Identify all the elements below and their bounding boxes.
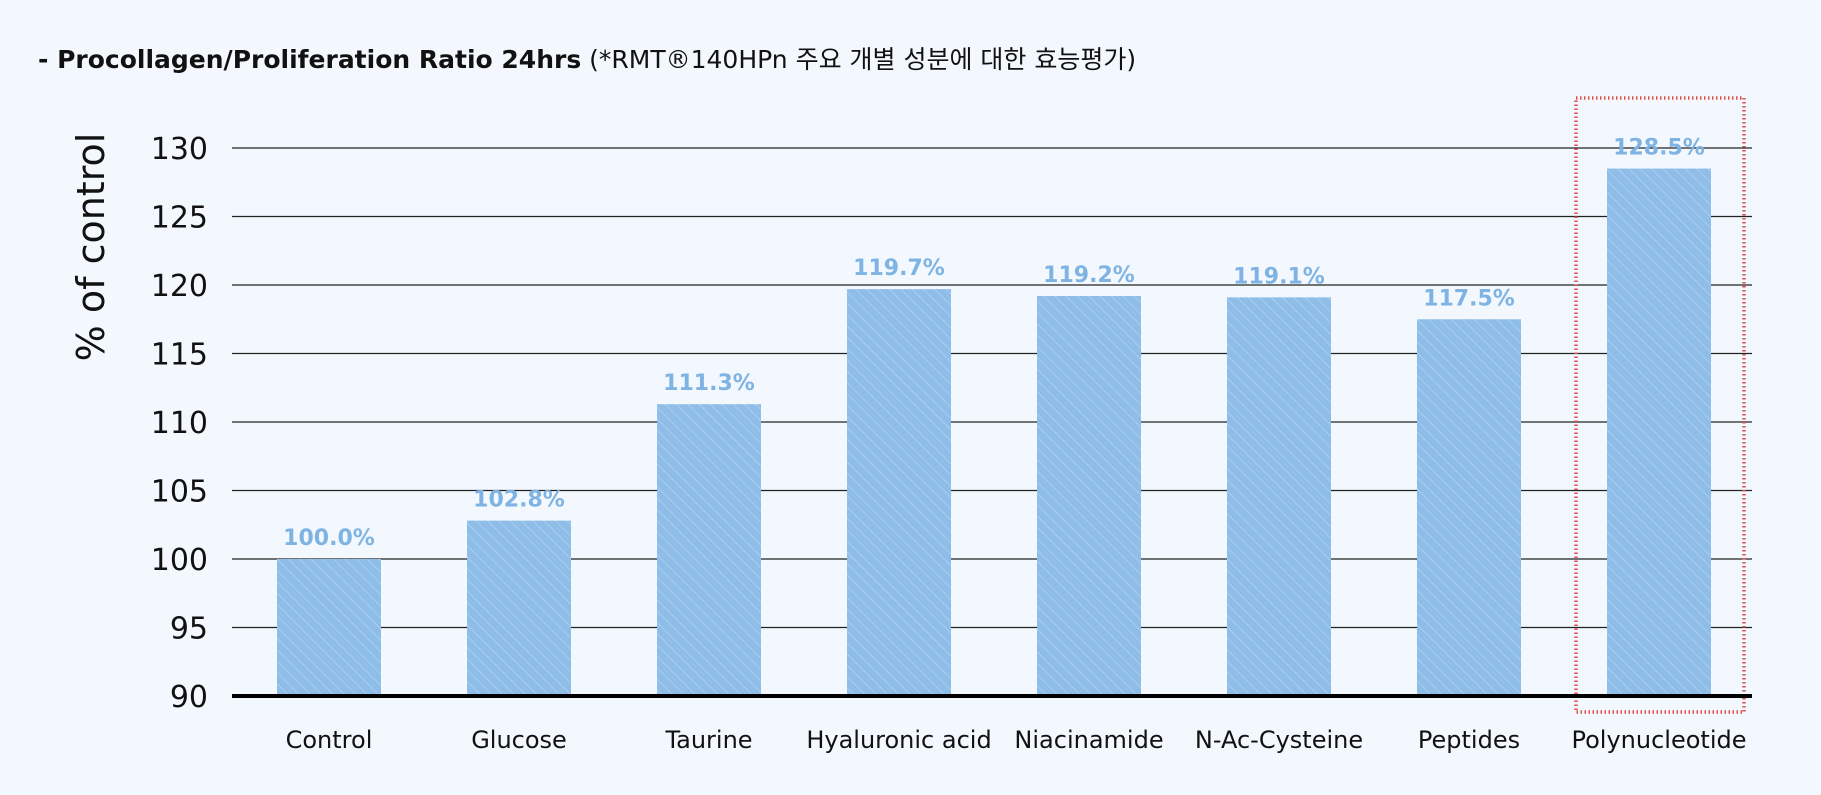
bar-n-ac-cysteine bbox=[1227, 297, 1331, 696]
category-label-polynucleotide: Polynucleotide bbox=[1572, 726, 1747, 754]
y-axis-title: % of control bbox=[69, 133, 113, 362]
y-tick-label-95: 95 bbox=[170, 612, 208, 647]
bar-control bbox=[277, 559, 381, 696]
value-label-hyaluronic-acid: 119.7% bbox=[853, 256, 945, 281]
value-label-control: 100.0% bbox=[283, 526, 375, 551]
value-label-peptides: 117.5% bbox=[1423, 286, 1515, 311]
highlight-box-polynucleotide bbox=[1574, 96, 1746, 714]
category-label-n-ac-cysteine: N-Ac-Cysteine bbox=[1195, 726, 1363, 754]
bar-peptides bbox=[1417, 319, 1521, 696]
bar-polynucleotide bbox=[1607, 168, 1711, 697]
category-label-control: Control bbox=[286, 726, 373, 754]
category-label-peptides: Peptides bbox=[1418, 726, 1520, 754]
category-label-hyaluronic-acid: Hyaluronic acid bbox=[806, 726, 991, 754]
bar-taurine bbox=[657, 404, 761, 696]
y-tick-label-130: 130 bbox=[151, 132, 208, 167]
value-label-taurine: 111.3% bbox=[663, 371, 755, 396]
bar-glucose bbox=[467, 520, 571, 696]
value-label-polynucleotide: 128.5% bbox=[1613, 136, 1705, 161]
y-tick-label-115: 115 bbox=[151, 338, 208, 373]
y-tick-label-105: 105 bbox=[151, 475, 208, 510]
y-tick-label-125: 125 bbox=[151, 201, 208, 236]
y-tick-label-90: 90 bbox=[170, 680, 208, 715]
category-label-taurine: Taurine bbox=[664, 726, 752, 754]
chart-title-main: - Procollagen/Proliferation Ratio 24hrs bbox=[38, 45, 582, 74]
chart-title: - Procollagen/Proliferation Ratio 24hrs … bbox=[38, 40, 1136, 76]
bar-niacinamide bbox=[1037, 295, 1141, 696]
bar-hyaluronic-acid bbox=[847, 289, 951, 696]
value-label-niacinamide: 119.2% bbox=[1043, 263, 1135, 288]
y-tick-label-100: 100 bbox=[151, 543, 208, 578]
y-tick-label-110: 110 bbox=[151, 406, 208, 441]
chart-title-note: (*RMT®140HPn 주요 개별 성분에 대한 효능평가) bbox=[589, 45, 1137, 74]
category-label-glucose: Glucose bbox=[471, 726, 567, 754]
value-label-n-ac-cysteine: 119.1% bbox=[1233, 264, 1325, 289]
category-label-niacinamide: Niacinamide bbox=[1014, 726, 1163, 754]
value-label-glucose: 102.8% bbox=[473, 488, 565, 513]
y-tick-label-120: 120 bbox=[151, 269, 208, 304]
